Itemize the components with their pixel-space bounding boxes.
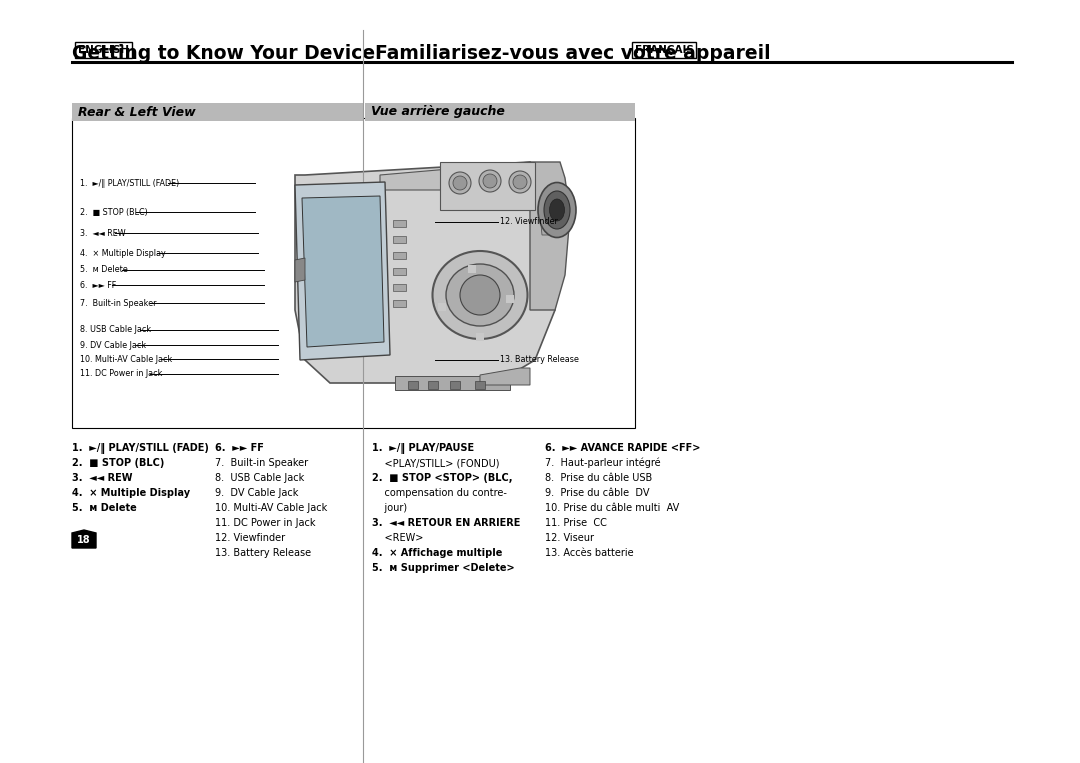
Bar bbox=[476, 333, 484, 341]
Circle shape bbox=[483, 174, 497, 188]
Text: compensation du contre-: compensation du contre- bbox=[372, 488, 507, 498]
Text: 11. Prise  CC: 11. Prise CC bbox=[545, 518, 607, 528]
Text: 1.  ►/‖ PLAY/STILL (FADE): 1. ►/‖ PLAY/STILL (FADE) bbox=[72, 443, 208, 454]
Polygon shape bbox=[295, 162, 561, 383]
Text: 10. Prise du câble multi  AV: 10. Prise du câble multi AV bbox=[545, 503, 679, 513]
Circle shape bbox=[480, 170, 501, 192]
Text: 13. Battery Release: 13. Battery Release bbox=[500, 356, 579, 365]
Bar bbox=[393, 236, 406, 243]
Ellipse shape bbox=[446, 264, 514, 326]
Circle shape bbox=[513, 175, 527, 189]
Text: ENGLISH: ENGLISH bbox=[78, 45, 130, 55]
Bar bbox=[393, 252, 406, 259]
Text: Familiarisez-vous avec votre appareil: Familiarisez-vous avec votre appareil bbox=[375, 44, 771, 63]
Text: 3.  ◄◄ REW: 3. ◄◄ REW bbox=[80, 228, 125, 237]
Bar bbox=[393, 300, 406, 307]
Text: 4.  × Multiple Display: 4. × Multiple Display bbox=[72, 488, 190, 498]
Polygon shape bbox=[72, 530, 96, 548]
Text: 7.  Built-in Speaker: 7. Built-in Speaker bbox=[80, 298, 157, 307]
Bar bbox=[428, 381, 438, 389]
Text: jour): jour) bbox=[372, 503, 407, 513]
Bar bbox=[72, 118, 635, 428]
Text: 8.  USB Cable Jack: 8. USB Cable Jack bbox=[215, 473, 305, 483]
Text: <REW>: <REW> bbox=[372, 533, 423, 543]
Polygon shape bbox=[295, 182, 390, 360]
Text: 7.  Built-in Speaker: 7. Built-in Speaker bbox=[215, 458, 308, 468]
Text: 13. Accès batterie: 13. Accès batterie bbox=[545, 548, 634, 558]
Text: 7.  Haut-parleur intégré: 7. Haut-parleur intégré bbox=[545, 458, 661, 468]
Text: 9.  Prise du câble  DV: 9. Prise du câble DV bbox=[545, 488, 649, 498]
Polygon shape bbox=[530, 162, 570, 310]
Text: 5.  ᴍ Delete: 5. ᴍ Delete bbox=[72, 503, 137, 513]
Text: 6.  ►► FF: 6. ►► FF bbox=[80, 281, 117, 289]
Ellipse shape bbox=[432, 251, 527, 339]
Bar bbox=[395, 376, 510, 390]
Bar bbox=[507, 295, 514, 303]
Bar bbox=[475, 381, 485, 389]
Text: 2.  ■ STOP (BLC): 2. ■ STOP (BLC) bbox=[80, 208, 148, 217]
Text: 2.  ■ STOP (BLC): 2. ■ STOP (BLC) bbox=[72, 458, 164, 468]
Bar bbox=[440, 162, 535, 210]
Bar bbox=[393, 284, 406, 291]
Text: 3.  ◄◄ REW: 3. ◄◄ REW bbox=[72, 473, 133, 483]
Text: 18: 18 bbox=[77, 535, 91, 545]
Polygon shape bbox=[295, 258, 305, 282]
Text: 6.  ►► AVANCE RAPIDE <FF>: 6. ►► AVANCE RAPIDE <FF> bbox=[545, 443, 700, 453]
Ellipse shape bbox=[538, 182, 576, 237]
Text: 10. Multi-AV Cable Jack: 10. Multi-AV Cable Jack bbox=[80, 355, 172, 363]
Ellipse shape bbox=[550, 199, 565, 221]
Text: 1.  ►/‖ PLAY/STILL (FADE): 1. ►/‖ PLAY/STILL (FADE) bbox=[80, 179, 179, 188]
Text: 9. DV Cable Jack: 9. DV Cable Jack bbox=[80, 340, 146, 349]
Text: 8. USB Cable Jack: 8. USB Cable Jack bbox=[80, 326, 151, 334]
Text: 10. Multi-AV Cable Jack: 10. Multi-AV Cable Jack bbox=[215, 503, 327, 513]
Text: 11. DC Power in Jack: 11. DC Power in Jack bbox=[215, 518, 315, 528]
Text: Getting to Know Your Device: Getting to Know Your Device bbox=[72, 44, 375, 63]
Circle shape bbox=[449, 172, 471, 194]
Circle shape bbox=[453, 176, 467, 190]
Circle shape bbox=[509, 171, 531, 193]
Text: 5.  ᴍ Delete: 5. ᴍ Delete bbox=[80, 266, 127, 275]
Text: 12. Viseur: 12. Viseur bbox=[545, 533, 594, 543]
Bar bbox=[365, 103, 635, 121]
Text: Rear & Left View: Rear & Left View bbox=[78, 105, 195, 118]
Text: Vue arrière gauche: Vue arrière gauche bbox=[372, 105, 504, 118]
Bar bbox=[468, 265, 476, 273]
Text: 6.  ►► FF: 6. ►► FF bbox=[215, 443, 264, 453]
Bar bbox=[393, 268, 406, 275]
Text: 3.  ◄◄ RETOUR EN ARRIERE: 3. ◄◄ RETOUR EN ARRIERE bbox=[372, 518, 521, 528]
Bar bbox=[438, 303, 446, 311]
Polygon shape bbox=[302, 196, 384, 347]
Text: 2.  ■ STOP <STOP> (BLC,: 2. ■ STOP <STOP> (BLC, bbox=[372, 473, 513, 483]
Text: 9.  DV Cable Jack: 9. DV Cable Jack bbox=[215, 488, 298, 498]
Text: 8.  Prise du câble USB: 8. Prise du câble USB bbox=[545, 473, 652, 483]
Ellipse shape bbox=[544, 191, 570, 229]
Circle shape bbox=[460, 275, 500, 315]
Text: 4.  × Multiple Display: 4. × Multiple Display bbox=[80, 249, 165, 257]
Text: FRANÇAIS: FRANÇAIS bbox=[635, 45, 693, 55]
Text: 5.  ᴍ Supprimer <Delete>: 5. ᴍ Supprimer <Delete> bbox=[372, 563, 515, 573]
Text: 11. DC Power in Jack: 11. DC Power in Jack bbox=[80, 369, 162, 378]
Text: 1.  ►/‖ PLAY/PAUSE: 1. ►/‖ PLAY/PAUSE bbox=[372, 443, 474, 454]
Text: 12. Viewfinder: 12. Viewfinder bbox=[215, 533, 285, 543]
Polygon shape bbox=[540, 215, 565, 235]
Text: 4.  × Affichage multiple: 4. × Affichage multiple bbox=[372, 548, 502, 558]
Bar bbox=[450, 381, 460, 389]
Polygon shape bbox=[380, 162, 535, 190]
Text: 13. Battery Release: 13. Battery Release bbox=[215, 548, 311, 558]
Polygon shape bbox=[480, 368, 530, 385]
Bar bbox=[72, 103, 363, 121]
Bar bbox=[393, 220, 406, 227]
Text: 12. Viewfinder: 12. Viewfinder bbox=[500, 217, 558, 227]
Text: <PLAY/STILL> (FONDU): <PLAY/STILL> (FONDU) bbox=[372, 458, 499, 468]
Bar bbox=[408, 381, 418, 389]
